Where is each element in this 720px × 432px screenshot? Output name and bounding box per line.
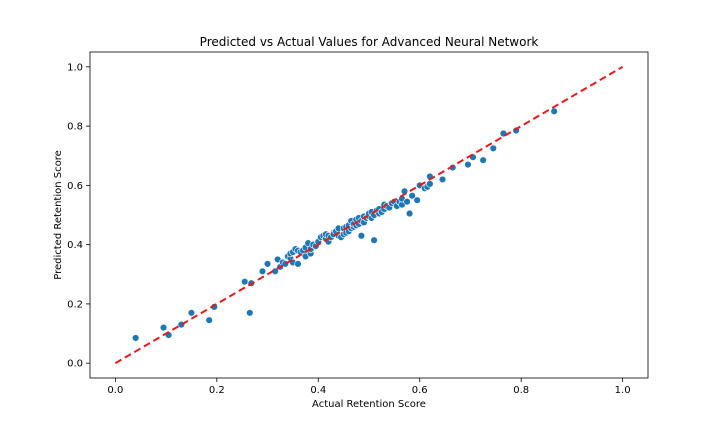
data-point xyxy=(357,232,366,240)
y-tick-label: 0.2 xyxy=(67,299,83,310)
data-point xyxy=(479,156,487,164)
data-point xyxy=(426,180,434,188)
y-tick-label: 0.4 xyxy=(67,240,83,251)
data-point xyxy=(205,316,213,324)
x-tick-label: 0.4 xyxy=(310,385,326,396)
data-point xyxy=(258,267,267,276)
plot-area xyxy=(114,65,624,365)
data-point xyxy=(405,209,414,218)
y-tick-label: 0.8 xyxy=(67,122,83,133)
data-point xyxy=(408,192,416,200)
data-point xyxy=(550,107,558,115)
y-axis-label: Predicted Retention Score xyxy=(53,150,64,280)
x-tick-label: 0.6 xyxy=(412,385,428,396)
y-tick-label: 0.6 xyxy=(67,181,83,192)
data-point xyxy=(464,160,472,169)
y-tick-label: 1.0 xyxy=(67,62,83,73)
x-tick-label: 0.8 xyxy=(513,385,529,396)
chart-title: Predicted vs Actual Values for Advanced … xyxy=(200,35,539,49)
x-tick-label: 0.2 xyxy=(209,385,225,396)
data-point xyxy=(370,236,378,244)
data-point xyxy=(187,309,196,317)
data-point xyxy=(131,334,140,342)
data-point xyxy=(413,196,421,204)
data-point xyxy=(263,260,272,268)
x-tick-label: 1.0 xyxy=(615,385,631,396)
axes-frame xyxy=(89,51,649,379)
y-axis: 0.0 0.2 0.4 0.6 0.8 1.0 xyxy=(67,62,90,370)
x-tick-label: 0.0 xyxy=(107,385,123,396)
reference-line xyxy=(114,65,624,365)
data-point xyxy=(294,260,302,268)
data-point xyxy=(403,197,411,206)
data-point xyxy=(438,175,447,184)
data-point xyxy=(159,323,168,332)
y-tick-label: 0.0 xyxy=(67,359,83,370)
x-axis: 0.0 0.2 0.4 0.6 0.8 1.0 xyxy=(107,378,631,396)
x-axis-label: Actual Retention Score xyxy=(312,399,426,410)
data-point xyxy=(246,309,254,317)
data-point xyxy=(241,277,249,286)
data-point xyxy=(489,144,497,153)
